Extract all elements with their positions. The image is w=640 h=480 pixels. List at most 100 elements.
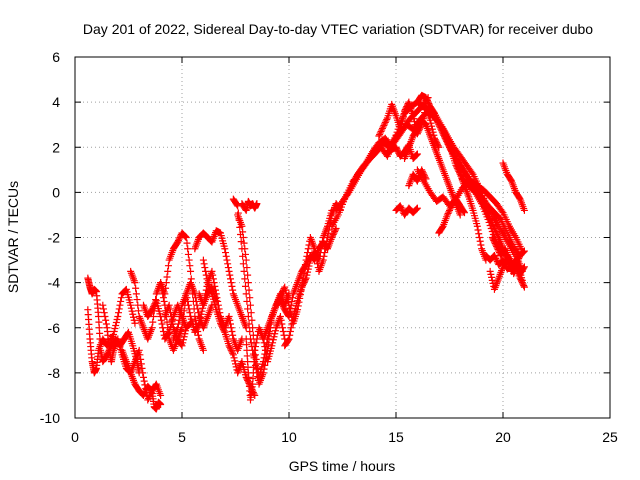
data-point — [192, 325, 200, 333]
y-tick-label: -8 — [48, 365, 61, 381]
data-series-tr30 — [413, 166, 524, 260]
data-point — [483, 209, 491, 217]
data-point — [518, 276, 526, 284]
data-point — [482, 206, 490, 214]
data-point — [438, 223, 446, 231]
data-point — [164, 262, 172, 270]
data-point — [157, 400, 165, 408]
data-point — [493, 229, 501, 237]
data-point — [487, 217, 495, 225]
data-point — [488, 220, 496, 228]
data-point — [251, 343, 259, 351]
data-point — [271, 327, 279, 335]
data-point — [422, 175, 430, 183]
data-point — [380, 121, 388, 129]
data-point — [329, 230, 337, 238]
data-point — [229, 331, 237, 339]
y-tick-label: 6 — [52, 49, 60, 65]
data-point — [315, 256, 323, 264]
data-point — [242, 324, 250, 332]
data-point — [193, 324, 201, 332]
data-point — [486, 215, 494, 223]
data-point — [398, 116, 406, 124]
data-point — [162, 279, 170, 287]
data-point — [306, 256, 314, 264]
data-point — [413, 204, 421, 212]
data-point — [198, 307, 206, 315]
data-point — [445, 208, 453, 216]
data-series-tr18 — [268, 200, 344, 327]
data-point — [100, 305, 108, 313]
data-point — [136, 351, 144, 359]
data-point — [110, 328, 118, 336]
data-point — [242, 290, 250, 298]
data-point — [209, 275, 217, 283]
y-tick-label: -4 — [48, 275, 61, 291]
data-point — [303, 252, 311, 260]
data-point — [283, 292, 291, 300]
data-point — [420, 170, 428, 178]
data-point — [301, 277, 309, 285]
data-point — [413, 150, 421, 158]
data-point — [474, 226, 482, 234]
data-point — [227, 320, 235, 328]
data-point — [227, 345, 235, 353]
data-point — [422, 94, 430, 102]
data-point — [162, 284, 170, 292]
data-point — [229, 286, 237, 294]
data-point — [402, 104, 410, 112]
x-tick-label: 10 — [281, 429, 297, 445]
data-point — [185, 305, 193, 313]
data-point — [238, 222, 246, 230]
data-point — [203, 275, 211, 283]
data-point — [519, 249, 527, 257]
data-point — [398, 205, 406, 213]
data-point — [286, 331, 294, 339]
data-point — [307, 255, 315, 263]
data-point — [383, 115, 391, 123]
data-point — [186, 262, 194, 270]
data-point — [175, 316, 183, 324]
data-point — [303, 271, 311, 279]
data-point — [167, 312, 175, 320]
data-point — [444, 209, 452, 217]
data-point — [127, 304, 135, 312]
data-point — [202, 271, 210, 279]
data-point — [166, 305, 174, 313]
data-point — [488, 218, 496, 226]
data-point — [488, 273, 496, 281]
data-point — [185, 256, 193, 264]
data-point — [157, 391, 165, 399]
data-point — [228, 282, 236, 290]
data-point — [473, 222, 481, 230]
data-point — [194, 331, 202, 339]
data-point — [174, 238, 182, 246]
data-point — [117, 297, 125, 305]
data-point — [330, 229, 338, 237]
data-series-tr17 — [259, 224, 340, 343]
data-point — [252, 339, 260, 347]
data-point — [138, 364, 146, 372]
data-point — [490, 237, 498, 245]
data-point — [277, 291, 285, 299]
data-point — [489, 221, 497, 229]
data-point — [426, 116, 434, 124]
data-point — [492, 227, 500, 235]
data-point — [131, 279, 139, 287]
data-point — [391, 134, 399, 142]
data-point — [409, 112, 417, 120]
data-point — [393, 146, 401, 154]
data-point — [227, 279, 235, 287]
data-point — [288, 320, 296, 328]
data-point — [191, 328, 199, 336]
data-point — [225, 342, 233, 350]
data-point — [201, 294, 209, 302]
y-tick-label: -6 — [48, 320, 61, 336]
data-point — [392, 143, 400, 151]
data-point — [112, 318, 120, 326]
data-point — [135, 346, 143, 354]
data-point — [485, 212, 493, 220]
data-point — [483, 208, 491, 216]
data-point — [299, 280, 307, 288]
data-point — [158, 320, 166, 328]
